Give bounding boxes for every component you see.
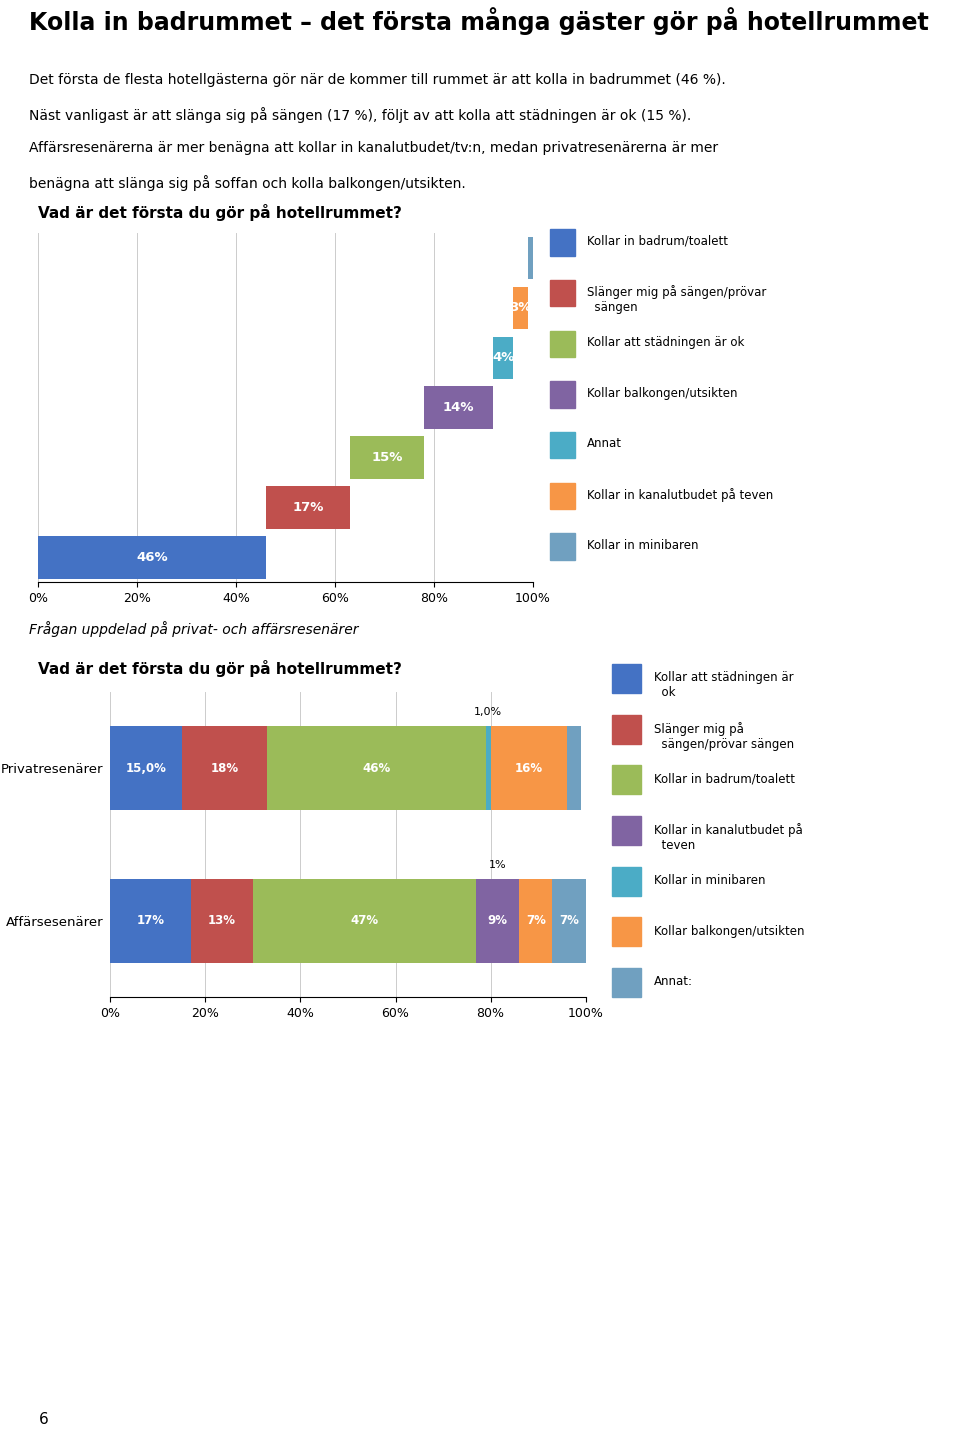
Text: benägna att slänga sig på soffan och kolla balkongen/utsikten.: benägna att slänga sig på soffan och kol… [29,175,466,191]
Bar [486,727,491,810]
Text: 6: 6 [38,1412,48,1427]
Text: 14%: 14% [443,402,474,414]
Bar [550,432,575,459]
Bar [38,536,266,578]
Bar [612,664,640,693]
Text: Kollar in badrum/toalett: Kollar in badrum/toalett [654,773,795,786]
Text: 15,0%: 15,0% [126,761,166,775]
Bar [181,727,267,810]
Text: Kollar balkongen/utsikten: Kollar balkongen/utsikten [588,387,737,400]
Text: Slänger mig på sängen/prövar
  sängen: Slänger mig på sängen/prövar sängen [588,285,766,314]
Text: Kollar in kanalutbudet på
  teven: Kollar in kanalutbudet på teven [654,824,803,852]
Text: Kollar in minibaren: Kollar in minibaren [654,874,766,887]
Bar [550,331,575,357]
Text: 17%: 17% [292,501,324,514]
Text: 46%: 46% [362,761,391,775]
Text: Annat: Annat [588,437,622,450]
Text: Det första de flesta hotellgästerna gör när de kommer till rummet är att kolla i: Det första de flesta hotellgästerna gör … [29,73,726,87]
Text: Annat:: Annat: [654,976,693,989]
Bar [493,336,513,379]
Bar [110,879,191,962]
Bar [612,815,640,844]
Bar [550,381,575,408]
Bar [550,230,575,256]
Text: Kollar in badrum/toalett: Kollar in badrum/toalett [588,234,728,248]
Text: 7%: 7% [526,914,545,927]
Text: Slänger mig på
  sängen/prövar sängen: Slänger mig på sängen/prövar sängen [654,722,794,751]
Bar [491,727,566,810]
Text: Affärsresenärerna är mer benägna att kollar in kanalutbudet/tv:n, medan privatre: Affärsresenärerna är mer benägna att kol… [29,141,718,154]
Bar [267,727,486,810]
Bar [476,879,519,962]
Bar [612,715,640,744]
Bar [612,917,640,946]
Text: 17%: 17% [136,914,165,927]
Bar [612,968,640,997]
Text: Vad är det första du gör på hotellrummet?: Vad är det första du gör på hotellrummet… [38,204,402,221]
Text: 47%: 47% [350,914,378,927]
Bar [552,879,586,962]
Bar [550,280,575,306]
Bar [550,483,575,510]
Text: 7%: 7% [559,914,579,927]
Text: 13%: 13% [208,914,236,927]
Text: Kollar att städningen är ok: Kollar att städningen är ok [588,336,745,349]
Text: 4%: 4% [492,351,515,364]
Text: 1,0%: 1,0% [474,706,502,716]
Bar [513,287,528,329]
Text: 15%: 15% [372,451,402,464]
Bar [253,879,476,962]
Bar [424,386,493,430]
Text: Kollar in minibaren: Kollar in minibaren [588,539,699,552]
Text: 9%: 9% [488,914,508,927]
Text: Frågan uppdelad på privat- och affärsresenärer: Frågan uppdelad på privat- och affärsres… [29,622,358,636]
Bar [528,237,533,280]
Bar [191,879,253,962]
Text: Kollar balkongen/utsikten: Kollar balkongen/utsikten [654,925,804,938]
Text: 1%: 1% [489,859,507,869]
Text: 16%: 16% [515,761,542,775]
Text: Vad är det första du gör på hotellrummet?: Vad är det första du gör på hotellrummet… [38,660,402,677]
Text: 3%: 3% [509,301,532,314]
Bar [110,727,181,810]
Bar [566,727,581,810]
Bar [612,766,640,795]
Bar [266,486,349,529]
Bar [519,879,552,962]
Bar [550,533,575,559]
Text: Näst vanligast är att slänga sig på sängen (17 %), följt av att kolla att städni: Näst vanligast är att slänga sig på säng… [29,106,691,122]
Text: 46%: 46% [136,550,168,563]
Text: Kollar att städningen är
  ok: Kollar att städningen är ok [654,671,794,699]
Text: Kolla in badrummet – det första många gäster gör på hotellrummet: Kolla in badrummet – det första många gä… [29,7,928,35]
Bar [612,866,640,895]
Bar [349,437,424,479]
Text: Kollar in kanalutbudet på teven: Kollar in kanalutbudet på teven [588,488,774,502]
Text: 18%: 18% [210,761,238,775]
